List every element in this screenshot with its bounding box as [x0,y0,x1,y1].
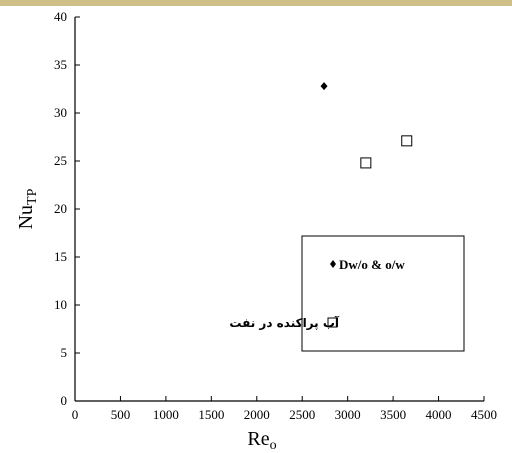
legend-box [301,235,465,352]
x-axis-title: Reo [247,428,276,453]
x-tick-label: 3000 [335,407,361,422]
x-tick-label: 500 [111,407,131,422]
x-axis-ticks: 0 500 1000 1500 2000 2500 3000 3500 4000 4500 [72,396,497,422]
x-tick-label: 2500 [289,407,315,422]
y-tick-label: 20 [54,201,67,216]
data-points [320,82,413,169]
legend-label-dwo: Dw/o & o/w [339,257,405,272]
x-tick-label: 1500 [198,407,224,422]
y-tick-label: 5 [61,345,68,360]
y-tick-label: 40 [54,9,67,24]
legend-marker-diamond [330,260,336,268]
y-tick-label: 35 [54,57,67,72]
x-tick-label: 2000 [244,407,270,422]
x-tick-label: 3500 [380,407,406,422]
y-axis-title: NuTP [15,188,40,229]
x-tick-label: 1000 [153,407,179,422]
y-tick-label: 10 [54,297,67,312]
data-point-square [401,135,413,147]
legend-marker-square [327,317,338,328]
header-band [0,0,512,6]
legend-label-water-in-oil: آب پراکنده در نفت [229,315,339,330]
y-tick-label: 0 [61,393,68,408]
x-tick-label: 0 [72,407,79,422]
y-axis-ticks: 0 5 10 15 20 25 30 35 40 [54,9,80,408]
y-tick-label: 25 [54,153,67,168]
x-tick-label: 4000 [426,407,452,422]
data-point-square [360,157,372,169]
data-point-diamond [320,82,328,91]
y-tick-label: 30 [54,105,67,120]
x-tick-label: 4500 [471,407,497,422]
y-tick-label: 15 [54,249,67,264]
